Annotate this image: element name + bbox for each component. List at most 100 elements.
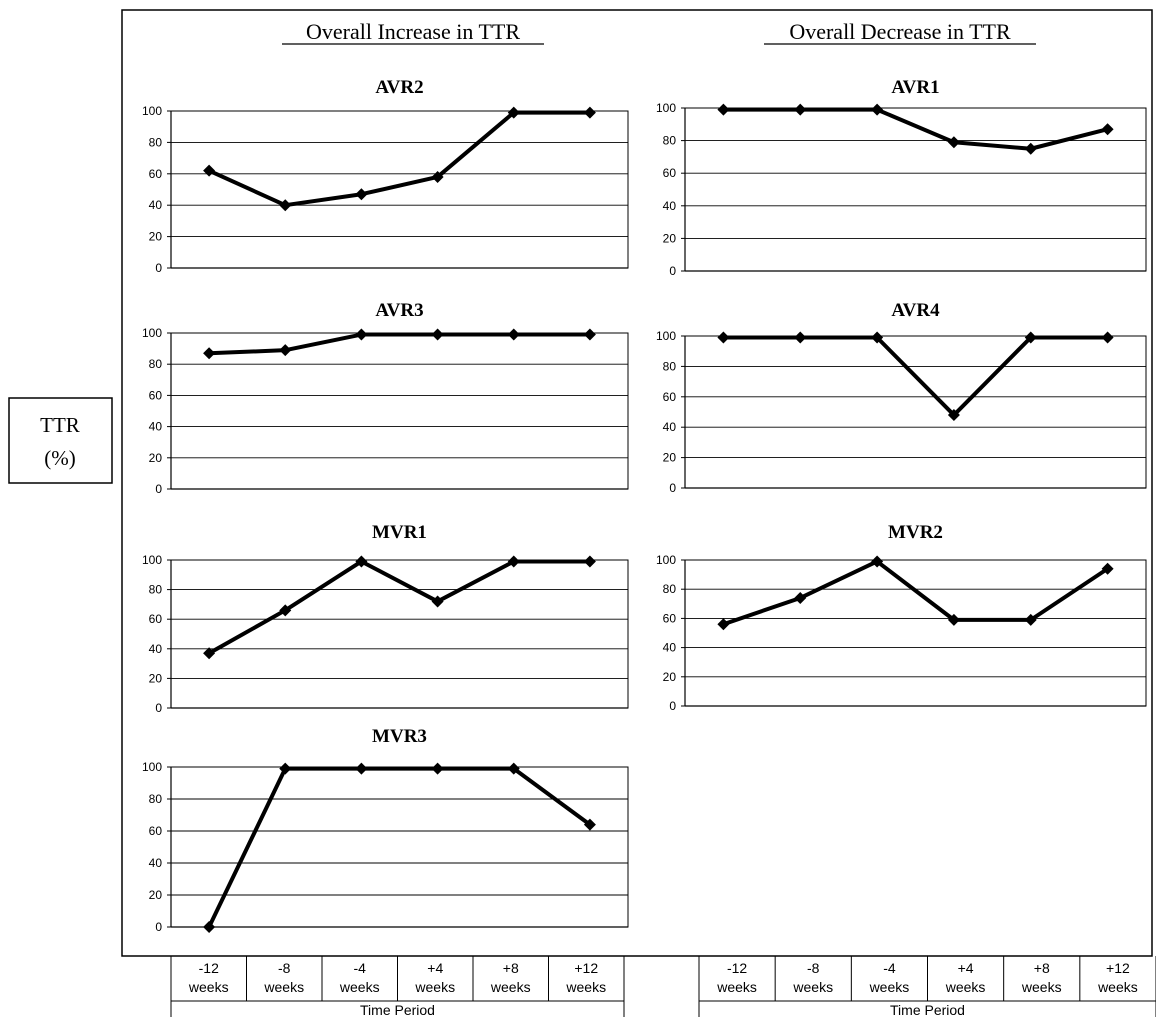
y-tick-label: 100 [142,760,162,774]
chart-title: MVR2 [888,522,943,543]
y-tick-label: 40 [149,642,163,656]
data-point [583,106,596,119]
data-point [431,762,444,775]
column-heading-increase-text: Overall Increase in TTR [306,19,520,44]
y-tick-label: 80 [663,582,677,596]
column-heading-decrease: Overall Decrease in TTR [764,19,1036,45]
y-tick-label: 0 [155,261,162,275]
data-point [1024,613,1037,626]
data-point [507,762,520,775]
y-tick-label: 80 [149,583,163,597]
chart-avr3: AVR3 0 20 40 60 80 100 [142,300,629,496]
chart-title: AVR4 [891,300,940,321]
plot-area-frame [684,335,1147,489]
data-point [507,106,520,119]
data-point [355,328,368,341]
y-tick-label: 0 [155,920,162,934]
data-point [203,647,216,660]
series-line [722,559,1109,627]
y-tick-label: 0 [155,482,162,496]
data-point [507,555,520,568]
data-point [355,762,368,775]
data-point [794,103,807,116]
time-tick-value: +8 [1034,960,1050,976]
time-tick-value: -12 [727,960,747,976]
data-point [871,555,884,568]
y-tick-label: 20 [663,451,677,465]
series-line [208,559,590,655]
time-axis-label: Time Period [890,1002,965,1017]
data-point [203,347,216,360]
y-tick-label: 60 [149,167,163,181]
series-line [208,110,590,208]
data-point [431,170,444,183]
data-point [279,604,292,617]
y-tick-label: 20 [149,230,163,244]
y-tick-label: 60 [663,611,677,625]
time-tick-unit: weeks [869,979,910,995]
plot-area-frame [170,110,629,269]
chart-title: MVR1 [372,522,427,543]
y-tick-label: 40 [149,856,163,870]
chart-title: AVR3 [375,300,423,321]
time-tick-unit: weeks [1097,979,1138,995]
time-tick-unit: weeks [945,979,986,995]
data-point [431,328,444,341]
data-point [431,595,444,608]
time-axis-table-left: -12 weeks -8 weeks -4 weeks +4 weeks +8 weeks +12 w… [170,956,625,1017]
y-tick-label: 100 [142,104,162,118]
y-tick-label: 60 [149,612,163,626]
data-point [717,618,730,631]
time-tick-unit: weeks [565,979,606,995]
data-point [794,331,807,344]
y-tick-label: 40 [663,199,677,213]
y-tick-label: 60 [663,166,677,180]
data-point [1024,331,1037,344]
time-tick-value: +4 [427,960,443,976]
plot-area-frame [684,107,1147,272]
data-point [203,164,216,177]
chart-mvr2: MVR2 0 20 40 60 80 100 [656,522,1147,713]
y-tick-label: 20 [149,451,163,465]
y-tick-label: 20 [663,670,677,684]
time-tick-value: -4 [883,960,896,976]
data-point [583,818,596,831]
data-point [947,409,960,422]
data-point [871,103,884,116]
figure-frame [121,9,1153,957]
y-tick-label: 100 [656,553,676,567]
time-tick-value: -12 [199,960,219,976]
y-tick-label: 60 [149,388,163,402]
data-point [203,921,216,933]
y-tick-label: 100 [142,326,162,340]
y-label-frame [8,397,113,484]
y-tick-label: 20 [149,671,163,685]
data-point [355,188,368,201]
chart-title: AVR1 [891,77,939,98]
y-tick-label: 100 [656,329,676,343]
data-point [279,762,292,775]
plot-area-frame [170,332,629,490]
data-point [583,555,596,568]
chart-mvr3: MVR3 0 20 40 60 80 100 [142,726,629,934]
data-point [794,591,807,604]
plot-area-frame [170,766,629,928]
y-tick-label: 80 [149,792,163,806]
y-tick-label: 60 [663,390,677,404]
data-point [947,136,960,149]
chart-avr4: AVR4 0 20 40 60 80 100 [656,300,1147,495]
data-point [947,613,960,626]
y-tick-label: 0 [669,264,676,278]
data-point [1101,562,1114,575]
y-tick-label: 80 [149,135,163,149]
y-tick-label: 20 [149,888,163,902]
time-tick-unit: weeks [1021,979,1062,995]
time-tick-unit: weeks [716,979,757,995]
time-tick-value: +4 [958,960,974,976]
series-line [207,766,592,928]
data-point [279,344,292,357]
series-line [723,107,1109,151]
y-tick-label: 60 [149,824,163,838]
y-tick-label: 0 [155,701,162,715]
